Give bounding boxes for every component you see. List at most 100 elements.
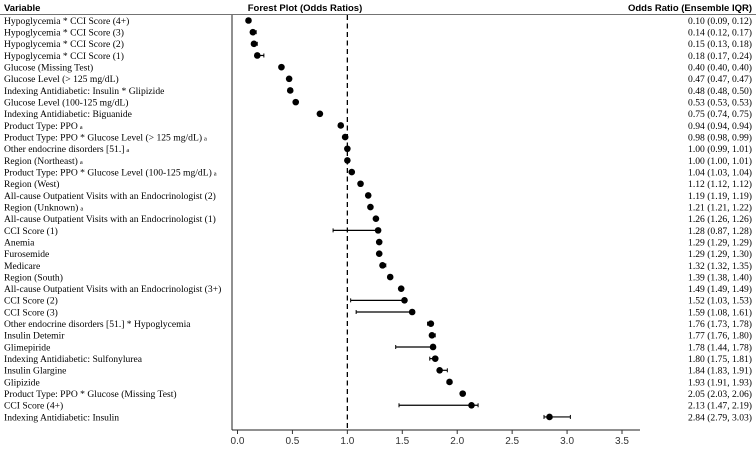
forest-plot-area: 0.0 0.5 1.0 1.5 2.0 2.5 3.0 3.5 (231, 15, 640, 447)
x-tick-label: 1.5 (395, 436, 409, 447)
x-tick-label: 0.5 (285, 436, 299, 447)
variable-label: Hypoglycemia * CCI Score (2) (4, 39, 124, 50)
odds-ratio-value: 1.52 (1.03, 1.53) (688, 296, 752, 307)
odds-ratio-value: 0.14 (0.12, 0.17) (688, 28, 752, 39)
odds-ratio-point (245, 17, 252, 24)
odds-ratio-point (459, 390, 467, 397)
odds-ratio-point (446, 378, 453, 386)
odds-ratio-point (375, 238, 383, 246)
footnote-marker: a (80, 159, 83, 166)
variable-label: Hypoglycemia * CCI Score (4+) (4, 16, 129, 27)
odds-ratio-point (364, 192, 372, 199)
variable-label: Furosemide (4, 249, 49, 260)
odds-ratio-point (344, 157, 351, 164)
variable-label: Glucose (Missing Test) (4, 63, 93, 74)
odds-ratio-value: 1.84 (1.83, 1.91) (688, 366, 752, 377)
odds-ratio-point (386, 273, 394, 281)
odds-ratio-point (337, 122, 345, 129)
odds-ratio-value: 1.00 (0.99, 1.01) (688, 144, 752, 155)
odds-ratio-value: 0.48 (0.48, 0.50) (688, 86, 752, 97)
variable-label: CCI Score (4+) (4, 401, 63, 412)
odds-ratio-point (408, 308, 416, 316)
variable-label: Glucose Level (100-125 mg/dL) (4, 98, 128, 109)
odds-ratio-point (546, 413, 553, 421)
odds-ratio-value: 1.93 (1.91, 1.93) (688, 377, 752, 388)
footnote-marker: a (80, 205, 83, 212)
odds-ratio-column-header: Odds Ratio (Ensemble IQR) (628, 3, 752, 14)
odds-ratio-value: 0.18 (0.17, 0.24) (688, 51, 752, 62)
confidence-intervals (246, 18, 571, 419)
odds-ratio-value: 1.26 (1.26, 1.26) (688, 214, 752, 225)
odds-ratio-value: 1.77 (1.76, 1.80) (688, 331, 752, 342)
odds-ratio-value: 0.75 (0.74, 0.75) (688, 109, 752, 120)
footnote-marker: a (80, 124, 83, 131)
odds-ratio-point (374, 227, 382, 234)
odds-ratio-value: 0.47 (0.47, 0.47) (688, 74, 752, 85)
odds-ratio-point (286, 87, 294, 94)
x-tick-label: 2.0 (450, 436, 464, 447)
odds-ratio-point (253, 52, 261, 59)
variable-label: Glipizide (4, 377, 40, 388)
odds-ratio-point (431, 355, 439, 362)
odds-ratio-point (367, 203, 374, 211)
variable-label: CCI Score (1) (4, 226, 58, 237)
odds-ratio-point (429, 343, 437, 351)
odds-ratio-point (292, 98, 300, 106)
odds-ratio-values: 0.10 (0.09, 0.12)0.14 (0.12, 0.17)0.15 (… (688, 16, 752, 423)
odds-ratio-point (316, 110, 324, 118)
odds-ratio-point (375, 250, 383, 257)
x-tick-label: 3.5 (615, 436, 629, 447)
odds-ratio-value: 1.29 (1.29, 1.30) (688, 249, 752, 260)
variable-label: Glimepiride (4, 342, 50, 353)
odds-ratio-point (468, 401, 475, 409)
variable-label: Hypoglycemia * CCI Score (3) (4, 28, 124, 39)
odds-ratio-value: 1.80 (1.75, 1.81) (688, 354, 752, 365)
odds-ratio-value: 1.00 (1.00, 1.01) (688, 156, 752, 167)
variable-label: Region (Unknown) a (4, 202, 83, 213)
variable-label: CCI Score (2) (4, 296, 58, 307)
odds-ratio-value: 2.84 (2.79, 3.03) (688, 412, 752, 423)
variable-label: Glucose Level (> 125 mg/dL) (4, 74, 119, 85)
variable-label: Product Type: PPO * Glucose Level (> 125… (4, 133, 207, 144)
variable-label: Anemia (4, 237, 35, 248)
variable-label: All-cause Outpatient Visits with an Endo… (4, 214, 216, 225)
variable-column-header: Variable (4, 3, 40, 14)
footnote-marker: a (126, 147, 129, 154)
odds-ratio-value: 1.21 (1.21, 1.22) (688, 202, 752, 213)
variable-label: All-cause Outpatient Visits with an Endo… (4, 284, 221, 295)
odds-ratio-point (278, 63, 285, 71)
odds-ratio-value: 0.10 (0.09, 0.12) (688, 16, 752, 27)
odds-ratio-point (250, 40, 258, 48)
variable-label: Indexing Antidiabetic: Insulin * Glipizi… (4, 86, 164, 97)
variable-label: Region (Northeast) a (4, 156, 83, 167)
variable-label: All-cause Outpatient Visits with an Endo… (4, 191, 216, 202)
odds-ratio-point (285, 75, 293, 83)
variable-label: Product Type: PPO a (4, 121, 83, 132)
odds-ratio-value: 0.94 (0.94, 0.94) (688, 121, 752, 132)
odds-ratio-point (344, 145, 351, 153)
x-tick-label: 1.0 (340, 436, 354, 447)
variable-label: Hypoglycemia * CCI Score (1) (4, 51, 124, 62)
odds-ratio-value: 1.19 (1.19, 1.19) (688, 191, 752, 202)
variable-label: Indexing Antidiabetic: Insulin (4, 412, 119, 423)
header-row: Variable Forest Plot (Odds Ratios) Odds … (0, 3, 756, 15)
odds-ratio-value: 1.78 (1.44, 1.78) (688, 342, 752, 353)
odds-ratio-value: 0.53 (0.53, 0.53) (688, 98, 752, 109)
x-tick-label: 3.0 (560, 436, 574, 447)
variable-label: CCI Score (3) (4, 307, 58, 318)
x-tick-label: 2.5 (505, 436, 519, 447)
odds-ratio-value: 1.49 (1.49, 1.49) (688, 284, 752, 295)
odds-ratio-value: 1.12 (1.12, 1.12) (688, 179, 752, 190)
odds-ratio-value: 0.40 (0.40, 0.40) (688, 63, 752, 74)
variable-label: Medicare (4, 261, 40, 272)
variable-label: Region (West) (4, 179, 59, 190)
odds-ratio-value: 1.28 (0.87, 1.28) (688, 226, 752, 237)
odds-ratio-point (341, 133, 349, 141)
odds-ratio-value: 2.05 (2.03, 2.06) (688, 389, 752, 400)
odds-ratio-point (427, 320, 435, 327)
odds-ratio-points (245, 17, 553, 421)
variable-labels: Hypoglycemia * CCI Score (4+)Hypoglycemi… (4, 16, 221, 423)
odds-ratio-point (348, 168, 356, 176)
odds-ratio-value: 0.98 (0.98, 0.99) (688, 133, 752, 144)
